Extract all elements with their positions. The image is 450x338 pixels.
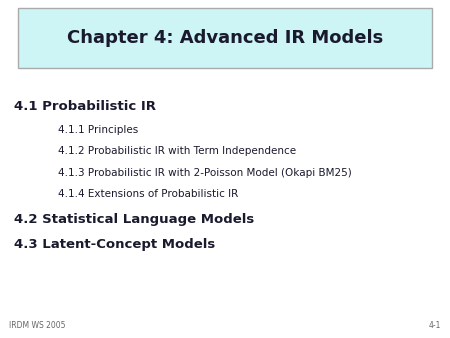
FancyBboxPatch shape xyxy=(18,8,432,68)
Text: 4.2 Statistical Language Models: 4.2 Statistical Language Models xyxy=(14,213,254,226)
Text: 4.1.1 Principles: 4.1.1 Principles xyxy=(58,125,139,135)
Text: 4.1.2 Probabilistic IR with Term Independence: 4.1.2 Probabilistic IR with Term Indepen… xyxy=(58,146,297,156)
Text: 4.1.4 Extensions of Probabilistic IR: 4.1.4 Extensions of Probabilistic IR xyxy=(58,189,239,199)
Text: Chapter 4: Advanced IR Models: Chapter 4: Advanced IR Models xyxy=(67,29,383,47)
Text: 4-1: 4-1 xyxy=(428,320,441,330)
Text: 4.3 Latent-Concept Models: 4.3 Latent-Concept Models xyxy=(14,238,215,250)
Text: 4.1.3 Probabilistic IR with 2-Poisson Model (Okapi BM25): 4.1.3 Probabilistic IR with 2-Poisson Mo… xyxy=(58,168,352,178)
Text: IRDM WS 2005: IRDM WS 2005 xyxy=(9,320,66,330)
Text: 4.1 Probabilistic IR: 4.1 Probabilistic IR xyxy=(14,100,156,113)
